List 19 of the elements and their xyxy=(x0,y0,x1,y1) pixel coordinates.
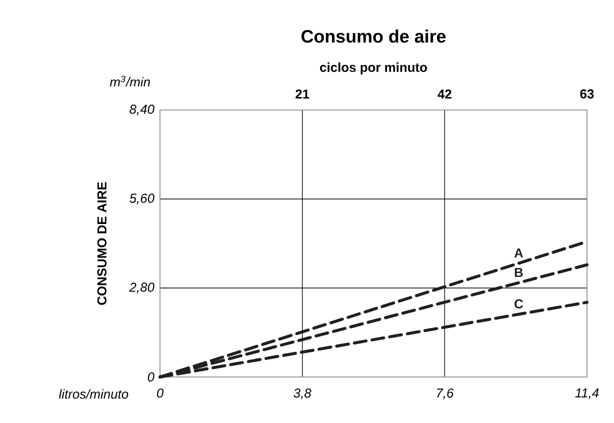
y-tick-label: 2,80 xyxy=(129,282,154,294)
x-tick-label: 7,6 xyxy=(437,388,454,400)
series-label: B xyxy=(514,268,523,277)
x2-tick-label: 42 xyxy=(438,89,452,99)
x2-tick-label: 21 xyxy=(296,89,310,99)
y-tick-label: 5,60 xyxy=(130,194,154,204)
y-tick-label: 0 xyxy=(148,372,154,382)
y-axis-title: CONSUMO DE AIRE xyxy=(97,182,106,305)
x-tick-label: 0 xyxy=(156,388,164,398)
x-tick-label: 11,4 xyxy=(575,388,599,400)
x2-axis-title: ciclos por minuto xyxy=(320,62,427,75)
y-tick-label: 8,40 xyxy=(130,104,154,116)
x-axis-title: litros/minuto xyxy=(58,389,128,399)
text: m$^{3}$/min xyxy=(110,76,150,87)
x2-tick-label: 63 xyxy=(580,89,594,98)
x-tick-label: 3,8 xyxy=(294,388,312,400)
chart-title: Consumo de aire xyxy=(301,30,446,43)
series-label: A xyxy=(514,248,524,258)
series-label: C xyxy=(514,299,524,308)
